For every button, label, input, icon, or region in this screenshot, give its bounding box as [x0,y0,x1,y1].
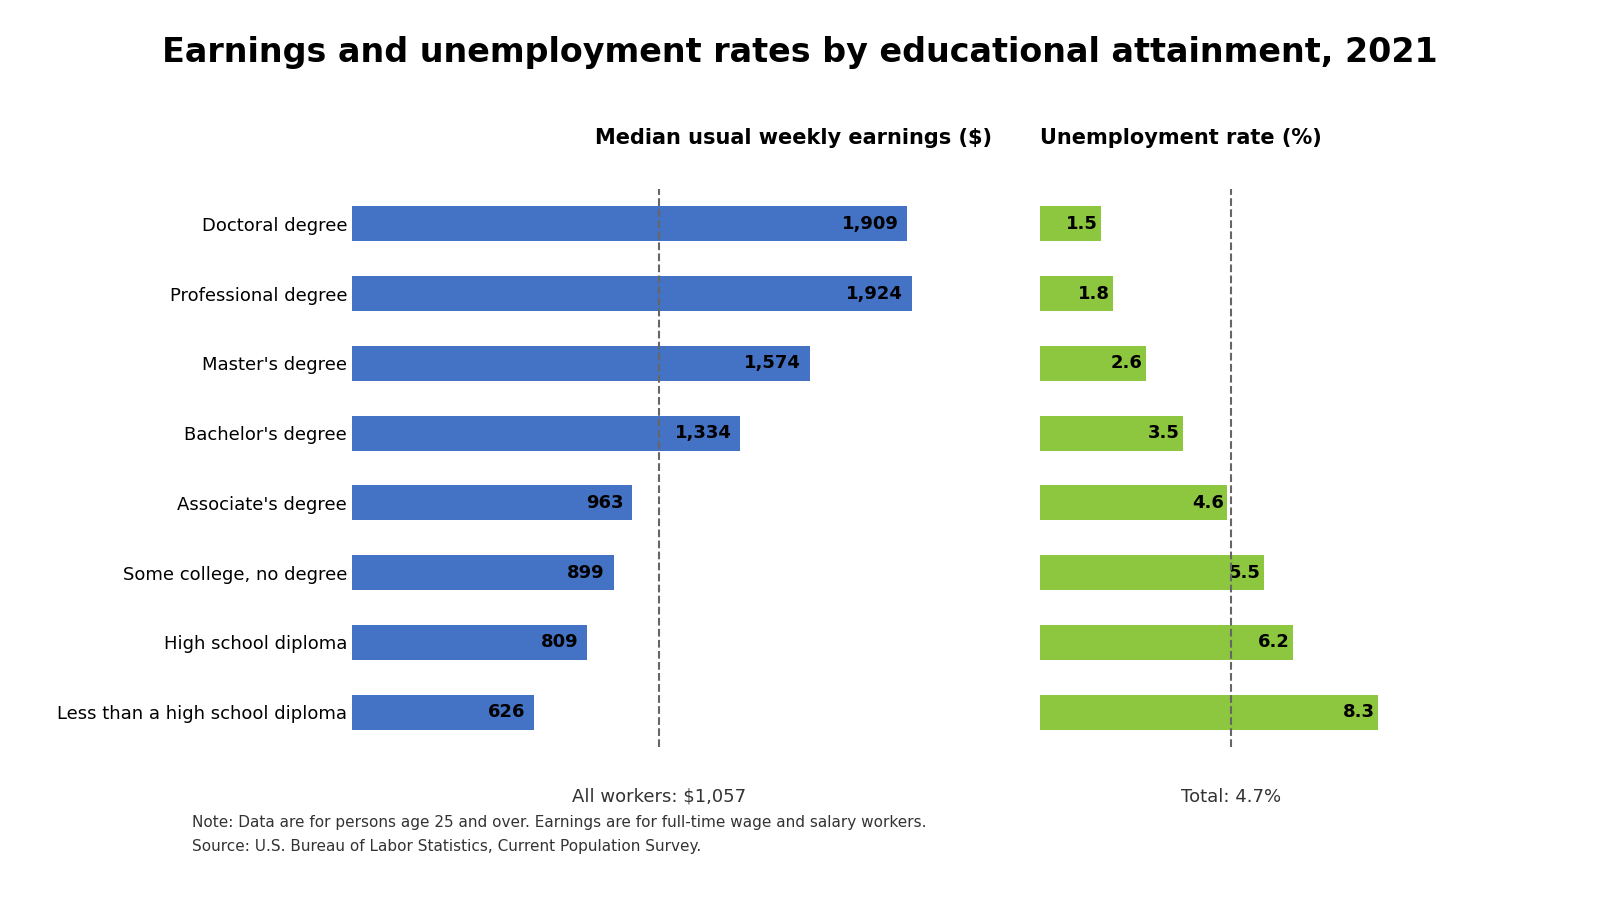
Bar [1040,346,1146,381]
Bar [352,625,587,660]
Text: Source: U.S. Bureau of Labor Statistics, Current Population Survey.: Source: U.S. Bureau of Labor Statistics,… [192,839,701,854]
Bar [1040,555,1264,590]
Text: 5.5: 5.5 [1229,563,1261,581]
Bar [1040,416,1182,451]
Bar [1040,206,1101,241]
Bar [352,485,632,520]
Text: 899: 899 [566,563,605,581]
Bar [352,695,534,730]
Text: 2.6: 2.6 [1110,355,1142,373]
Text: 809: 809 [541,634,579,652]
Text: 3.5: 3.5 [1147,424,1179,442]
Text: 1,334: 1,334 [675,424,731,442]
Text: 8.3: 8.3 [1342,703,1374,721]
Bar [352,416,741,451]
Text: 6.2: 6.2 [1258,634,1290,652]
Bar [352,206,907,241]
Bar [1040,695,1378,730]
Text: 4.6: 4.6 [1192,494,1224,512]
Text: 1,909: 1,909 [842,215,899,233]
Text: 626: 626 [488,703,525,721]
Text: 1,924: 1,924 [846,284,902,302]
Text: 1,574: 1,574 [744,355,802,373]
Text: Note: Data are for persons age 25 and over. Earnings are for full-time wage and : Note: Data are for persons age 25 and ov… [192,814,926,830]
Text: Unemployment rate (%): Unemployment rate (%) [1040,129,1322,148]
Text: 1.8: 1.8 [1078,284,1110,302]
Bar [1040,625,1293,660]
Text: Median usual weekly earnings ($): Median usual weekly earnings ($) [595,129,992,148]
Text: 963: 963 [586,494,624,512]
Bar [352,555,613,590]
Text: All workers: $1,057: All workers: $1,057 [573,788,747,806]
Text: Total: 4.7%: Total: 4.7% [1181,788,1282,806]
Bar [1040,485,1227,520]
Text: 1.5: 1.5 [1066,215,1098,233]
Bar [352,276,912,311]
Bar [1040,276,1114,311]
Text: Earnings and unemployment rates by educational attainment, 2021: Earnings and unemployment rates by educa… [162,36,1438,69]
Bar [352,346,810,381]
